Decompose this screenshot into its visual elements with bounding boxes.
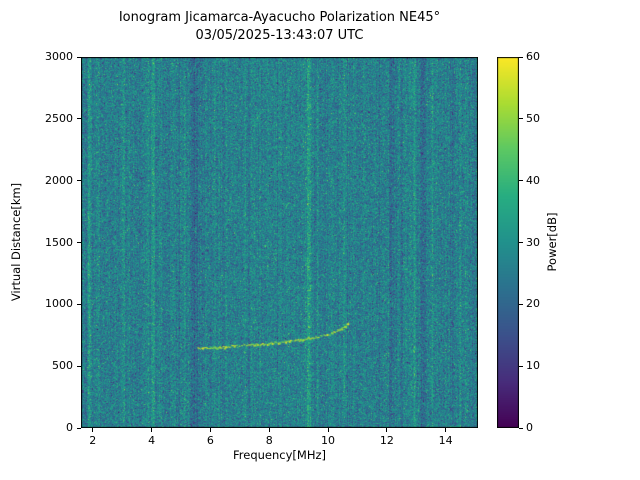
- y-tick-mark: [77, 242, 81, 243]
- y-tick-label: 2000: [45, 173, 73, 187]
- colorbar-tick-label: 0: [526, 421, 533, 434]
- y-tick-label: 0: [66, 421, 73, 434]
- x-tick-mark: [386, 428, 388, 432]
- colorbar-tick-label: 20: [526, 297, 540, 311]
- y-tick-label: 1000: [45, 297, 73, 311]
- x-tick-label: 6: [206, 434, 214, 447]
- y-tick-mark: [77, 180, 81, 182]
- x-tick-mark: [151, 428, 153, 432]
- x-tick-mark: [268, 428, 270, 432]
- colorbar-tick-label: 40: [526, 173, 540, 187]
- x-tick-label: 2: [89, 434, 97, 447]
- colorbar-tick-mark: [519, 56, 523, 58]
- x-tick-mark: [92, 428, 94, 432]
- x-tick-mark: [445, 428, 447, 432]
- x-tick-mark: [209, 428, 211, 432]
- x-tick-label: 12: [379, 434, 394, 447]
- x-tick-label: 8: [265, 434, 273, 447]
- y-tick-mark: [77, 365, 81, 367]
- y-tick-mark: [77, 427, 81, 429]
- y-axis-label: Virtual Distance[km]: [9, 182, 23, 302]
- y-tick-label: 2500: [45, 111, 73, 125]
- colorbar-tick-mark: [519, 118, 523, 120]
- x-tick-label: 4: [148, 434, 156, 447]
- y-tick-mark: [77, 303, 81, 305]
- colorbar-tick-label: 30: [526, 235, 540, 249]
- y-tick-mark: [77, 118, 81, 120]
- heatmap-plot-area: [81, 57, 478, 428]
- y-tick-label: 3000: [45, 50, 73, 63]
- colorbar-tick-label: 50: [526, 111, 540, 125]
- x-tick-mark: [327, 428, 329, 432]
- y-tick-mark: [77, 56, 81, 58]
- colorbar-tick-mark: [519, 365, 523, 367]
- chart-subtitle: 03/05/2025-13:43:07 UTC: [195, 28, 364, 43]
- chart-title: Ionogram Jicamarca-Ayacucho Polarization…: [118, 10, 441, 25]
- colorbar-tick-label: 60: [526, 50, 540, 63]
- y-tick-label: 1500: [45, 235, 73, 249]
- colorbar-tick-mark: [519, 242, 523, 243]
- colorbar: [497, 57, 519, 428]
- x-tick-label: 14: [438, 434, 453, 447]
- x-axis-label: Frequency[MHz]: [233, 448, 326, 462]
- colorbar-tick-mark: [519, 427, 523, 429]
- colorbar-tick-mark: [519, 303, 523, 305]
- x-tick-label: 10: [321, 434, 336, 447]
- colorbar-tick-label: 10: [526, 359, 540, 373]
- colorbar-tick-mark: [519, 180, 523, 182]
- y-tick-label: 500: [52, 359, 73, 373]
